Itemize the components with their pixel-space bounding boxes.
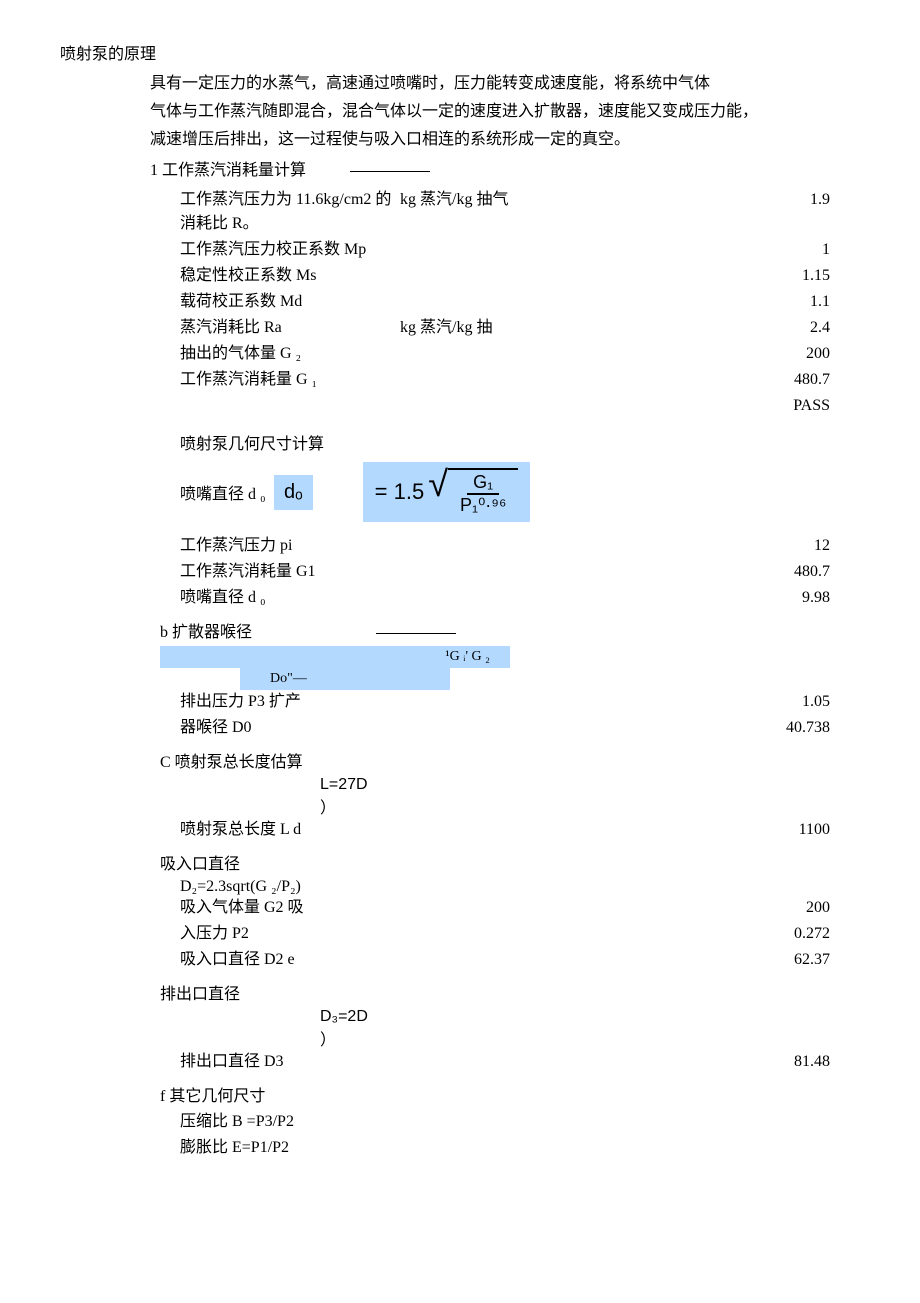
section1-rows-row: 稳定性校正系数 Ms 1.15 [180,264,860,288]
diffuser-rows-row: 排出压力 P3 扩产1.05 [180,690,860,714]
diffuser-header: b 扩散器喉径 [160,618,860,642]
inlet-rows-row: 吸入气体量 G2 吸200 [180,896,860,920]
section1-rows-row: PASS [180,394,860,418]
nozzle-label: 喷嘴直径 d ₀ [180,480,270,504]
outlet-header: 排出口直径 [160,980,860,1004]
outlet-formula2: ） [320,1026,860,1050]
other-rows-row: 膨胀比 E=P1/P2 [180,1136,860,1160]
geom-header: 喷射泵几何尺寸计算 [180,430,860,454]
row-label: 工作蒸汽压力为 11.6kg/cm2 的 消耗比 R。 [180,188,400,236]
row-value: 81.48 [400,1050,860,1074]
length-header: C 喷射泵总长度估算 [160,748,860,772]
row-value: 12 [400,534,860,558]
row-label: 抽出的气体量 G ₂ [180,342,400,366]
page-title: 喷射泵的原理 [60,40,860,64]
row-value: 2.4 [570,316,860,340]
row-value: 1 [570,238,860,262]
other-header: f 其它几何尺寸 [160,1082,860,1106]
row-value: 40.738 [400,716,860,740]
row-label: 喷嘴直径 d ₀ [180,586,400,610]
row-value: 200 [400,896,860,920]
row-label: 工作蒸汽压力校正系数 Mp [180,238,400,262]
row-label: 喷射泵总长度 L d [180,818,400,842]
section1-rows-row: 工作蒸汽压力校正系数 Mp 1 [180,238,860,262]
diffuser-rows-row: 器喉径 D040.738 [180,716,860,740]
section1-rows-row: 工作蒸汽消耗量 G ₁ 480.7 [180,368,860,392]
nozzle-rows-row: 工作蒸汽压力 pi12 [180,534,860,558]
row-unit: kg 蒸汽/kg 抽 [400,316,570,340]
row-value: 1.05 [400,690,860,714]
other-rows-row: 压缩比 B =P3/P2 [180,1110,860,1134]
intro-line-3: 减速增压后排出，这一过程使与吸入口相连的系统形成一定的真空。 [150,128,860,152]
row-label: 载荷校正系数 Md [180,290,400,314]
section1-rows-row: 蒸汽消耗比 Rakg 蒸汽/kg 抽2.4 [180,316,860,340]
row-label: 器喉径 D0 [180,716,400,740]
row-value: 9.98 [400,586,860,610]
row-value: 0.272 [400,922,860,946]
section1-rows-row: 抽出的气体量 G ₂ 200 [180,342,860,366]
inlet-header: 吸入口直径 [160,850,860,874]
row-label: 吸入气体量 G2 吸 [180,896,400,920]
row-value: 1.1 [570,290,860,314]
intro-line-2: 气体与工作蒸汽随即混合，混合气体以一定的速度进入扩散器，速度能又变成压力能， [150,100,860,124]
row-value: 480.7 [400,560,860,584]
section1-rows-row: 工作蒸汽压力为 11.6kg/cm2 的 消耗比 R。kg 蒸汽/kg 抽气1.… [180,188,860,236]
row-value: 62.37 [400,948,860,972]
row-label: 稳定性校正系数 Ms [180,264,400,288]
diffuser-formula-bar2: Do"— [240,668,450,690]
row-value: 480.7 [570,368,860,392]
outlet-formula: D₃=2D [320,1008,860,1026]
inlet-rows-row: 入压力 P20.272 [180,922,860,946]
row-label: 工作蒸汽消耗量 G1 [180,560,400,584]
do-symbol-box: dₒ [274,475,313,510]
row-value: 1.15 [570,264,860,288]
section1-header: 1 工作蒸汽消耗量计算 [150,156,860,180]
row-label: 工作蒸汽压力 pi [180,534,400,558]
outlet-rows-row: 排出口直径 D381.48 [180,1050,860,1074]
nozzle-formula-row: 喷嘴直径 d ₀ dₒ = 1.5 √ G₁ P₁⁰·⁹⁶ [180,462,860,522]
inlet-formula: D₂=2.3sqrt(G ₂/P₂) [180,878,860,896]
row-label: 入压力 P2 [180,922,400,946]
row-label: 压缩比 B =P3/P2 [180,1110,400,1134]
row-unit: kg 蒸汽/kg 抽气 [400,188,570,212]
intro-line-1: 具有一定压力的水蒸气，高速通过喷嘴时，压力能转变成速度能，将系统中气体 [150,72,860,96]
row-label: 蒸汽消耗比 Ra [180,316,400,340]
row-label: 工作蒸汽消耗量 G ₁ [180,368,400,392]
row-value: 1.9 [570,188,860,212]
row-label: 排出口直径 D3 [180,1050,400,1074]
length-rows-row: 喷射泵总长度 L d1100 [180,818,860,842]
length-formula: L=27D [320,776,860,794]
length-formula2: ） [320,794,860,818]
diffuser-formula-bar1: ¹G ᵢ' G ₂ [160,646,510,668]
row-value: 200 [570,342,860,366]
section1-rows-row: 载荷校正系数 Md 1.1 [180,290,860,314]
nozzle-formula: = 1.5 √ G₁ P₁⁰·⁹⁶ [363,462,531,522]
nozzle-rows-row: 工作蒸汽消耗量 G1480.7 [180,560,860,584]
inlet-rows-row: 吸入口直径 D2 e62.37 [180,948,860,972]
nozzle-rows-row: 喷嘴直径 d ₀9.98 [180,586,860,610]
row-label: 排出压力 P3 扩产 [180,690,400,714]
row-value: PASS [570,394,860,418]
row-label: 膨胀比 E=P1/P2 [180,1136,400,1160]
row-value: 1100 [400,818,860,842]
row-label: 吸入口直径 D2 e [180,948,400,972]
